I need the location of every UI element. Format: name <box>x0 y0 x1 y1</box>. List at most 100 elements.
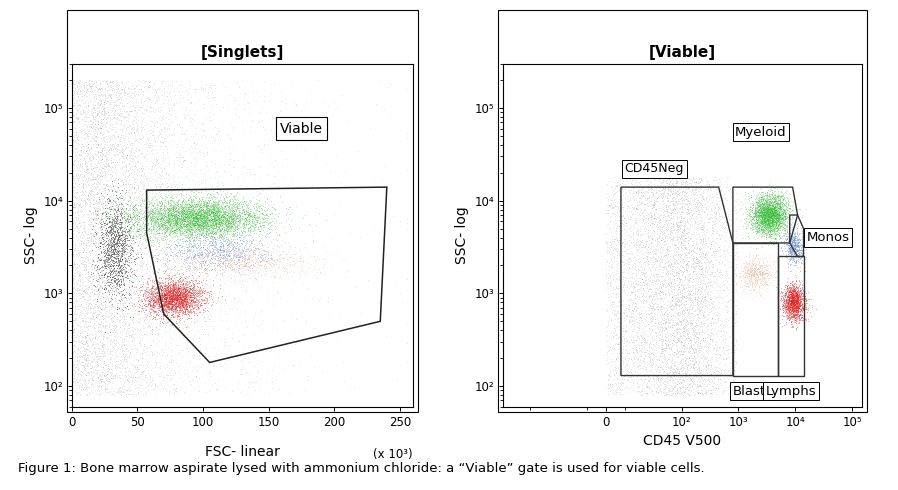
Point <box>161 214 175 221</box>
Point <box>173 212 188 220</box>
Point <box>78 351 92 359</box>
Point <box>129 271 144 279</box>
Point <box>170 198 184 206</box>
Point <box>224 225 238 233</box>
Point <box>204 95 218 102</box>
Point <box>205 216 219 224</box>
Point <box>629 188 644 196</box>
Point <box>244 253 259 261</box>
Point <box>216 215 230 222</box>
Point <box>84 202 98 210</box>
Point <box>612 275 627 283</box>
Point <box>785 289 799 297</box>
Point <box>164 303 179 311</box>
Point <box>171 223 185 231</box>
Point <box>163 300 177 308</box>
Point <box>65 158 79 166</box>
Point <box>155 385 170 392</box>
Point <box>71 327 85 335</box>
Point <box>260 258 274 266</box>
Point <box>99 242 113 249</box>
Point <box>65 191 79 199</box>
Point <box>116 259 130 267</box>
Point <box>759 222 773 230</box>
Point <box>780 299 795 307</box>
Point <box>183 289 198 296</box>
Point <box>89 313 103 320</box>
Point <box>660 336 674 344</box>
Point <box>603 271 617 279</box>
Point <box>770 220 785 228</box>
Point <box>668 251 682 259</box>
Point <box>742 282 756 290</box>
Point <box>787 304 801 312</box>
Point <box>749 260 763 268</box>
Point <box>115 241 129 249</box>
Point <box>272 274 286 282</box>
Point <box>180 293 194 301</box>
Point <box>790 239 805 246</box>
Point <box>156 302 171 310</box>
Point <box>164 213 179 220</box>
Point <box>95 347 110 355</box>
Point <box>165 229 180 237</box>
Point <box>192 232 207 240</box>
Point <box>78 380 92 388</box>
Point <box>221 223 235 231</box>
Point <box>201 270 216 277</box>
Point <box>794 304 808 312</box>
Point <box>183 211 198 219</box>
Point <box>242 212 256 220</box>
Point <box>644 245 658 252</box>
Point <box>218 219 233 227</box>
Point <box>633 296 647 304</box>
Point <box>643 215 657 222</box>
Point <box>192 213 207 220</box>
Point <box>141 296 155 304</box>
Point <box>186 218 200 225</box>
Point <box>695 228 709 236</box>
Point <box>633 314 647 322</box>
Point <box>644 216 658 224</box>
Point <box>180 202 194 210</box>
Point <box>654 328 668 336</box>
Point <box>672 190 686 197</box>
Point <box>706 386 720 394</box>
Point <box>684 211 699 219</box>
Point <box>787 293 801 301</box>
Point <box>104 217 119 224</box>
Point <box>286 329 301 337</box>
Point <box>790 297 805 305</box>
Point <box>210 206 224 214</box>
Point <box>756 212 770 220</box>
Point <box>768 206 782 214</box>
Point <box>788 283 803 291</box>
Point <box>182 215 197 222</box>
Point <box>87 278 101 286</box>
Point <box>75 253 90 261</box>
Point <box>755 200 770 208</box>
Point <box>126 182 140 190</box>
Point <box>90 286 104 294</box>
Point <box>156 291 171 299</box>
Point <box>66 203 81 211</box>
Point <box>243 226 258 234</box>
Point <box>647 231 662 239</box>
Point <box>150 195 164 203</box>
Point <box>226 156 241 164</box>
Point <box>788 294 802 302</box>
Point <box>157 290 172 298</box>
Point <box>237 221 251 229</box>
Point <box>226 201 241 209</box>
Point <box>761 206 775 214</box>
Point <box>161 176 175 184</box>
Point <box>100 384 114 392</box>
Point <box>154 297 169 305</box>
Point <box>111 234 126 242</box>
Point <box>101 250 116 258</box>
Point <box>789 289 804 296</box>
Point <box>250 255 264 263</box>
Point <box>253 145 268 152</box>
Point <box>173 299 188 307</box>
Point <box>76 176 91 184</box>
